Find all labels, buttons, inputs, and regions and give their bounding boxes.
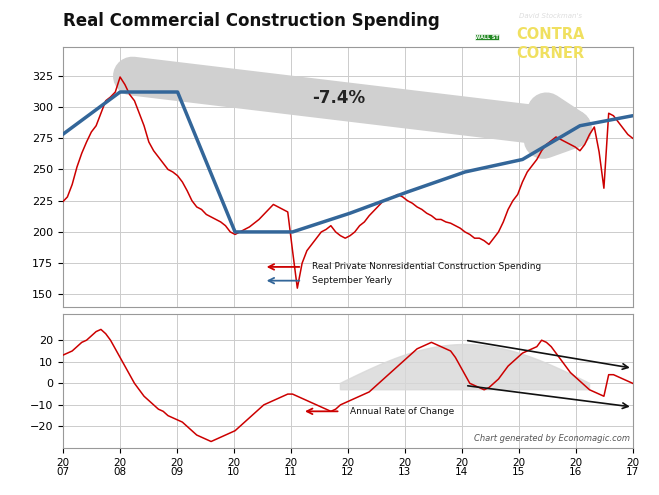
Text: CORNER: CORNER: [516, 46, 585, 61]
Text: Annual Rate of Change: Annual Rate of Change: [350, 407, 454, 416]
Text: David Stockman's: David Stockman's: [519, 13, 582, 19]
Text: Chart generated by Economagic.com: Chart generated by Economagic.com: [474, 434, 630, 443]
Text: WALL ST: WALL ST: [475, 35, 499, 40]
Text: CONTRA: CONTRA: [516, 27, 585, 42]
Text: -7.4%: -7.4%: [312, 89, 365, 107]
Text: Real Commercial Construction Spending: Real Commercial Construction Spending: [63, 12, 440, 30]
Polygon shape: [341, 345, 590, 390]
Text: Real Private Nonresidential Construction Spending: Real Private Nonresidential Construction…: [312, 262, 541, 271]
Text: September Yearly: September Yearly: [312, 276, 392, 285]
